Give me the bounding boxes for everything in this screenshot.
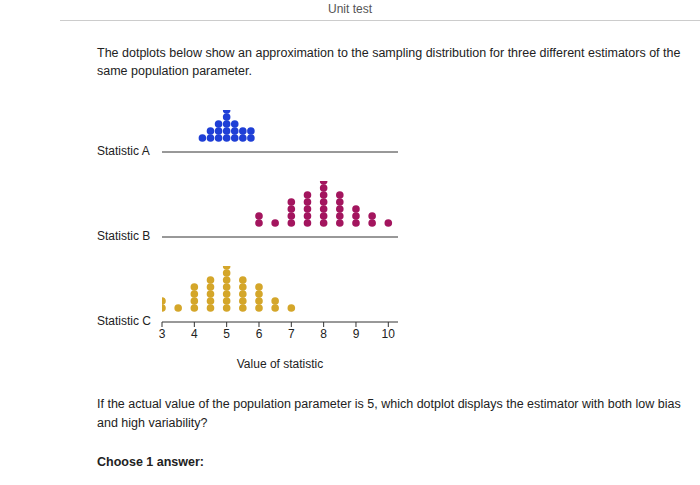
svg-text:Value of statistic: Value of statistic: [237, 357, 323, 370]
html-text:Statistic A: Statistic A: [97, 144, 150, 158]
html-text:Unit test: Unit test: [328, 2, 372, 16]
html-text:If the actual value of the pop: If the actual value of the population pa…: [97, 397, 681, 430]
svg-text:7: 7: [288, 327, 295, 341]
svg-text:4: 4: [191, 327, 198, 341]
html-text:Choose 1 answer:: Choose 1 answer:: [97, 455, 204, 469]
svg-text:5: 5: [223, 327, 230, 341]
svg-text:9: 9: [353, 327, 360, 341]
html-text:Statistic B: Statistic B: [97, 229, 151, 243]
svg-text:10: 10: [382, 327, 396, 341]
html-text:The dotplots below show an app: The dotplots below show an approximation…: [97, 46, 681, 78]
svg-text:8: 8: [320, 327, 327, 341]
svg-text:6: 6: [256, 327, 263, 341]
svg-text:3: 3: [159, 327, 166, 341]
html-text:Statistic C: Statistic C: [97, 314, 151, 328]
